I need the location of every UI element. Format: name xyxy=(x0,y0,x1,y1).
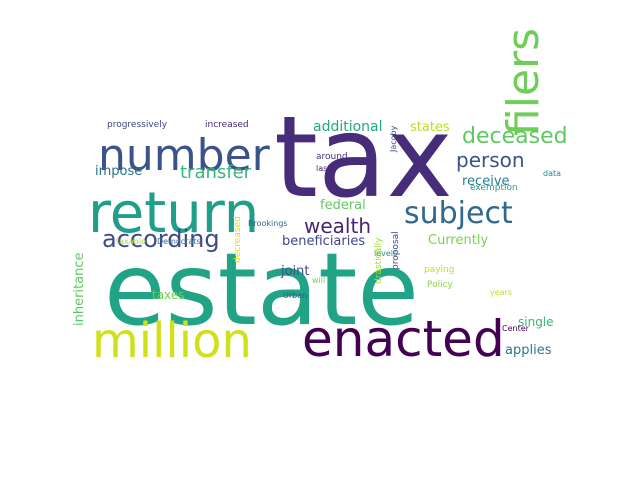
word-transfer: transfer xyxy=(180,162,252,183)
word-paying: paying xyxy=(424,265,454,275)
word-currently: Currently xyxy=(428,233,488,248)
word-increased: increased xyxy=(205,120,249,130)
word-federal: federal xyxy=(320,198,366,213)
word-years: years xyxy=(490,288,512,297)
word-joint: joint xyxy=(280,264,310,279)
word-tax: tax xyxy=(274,93,453,223)
word-data: data xyxy=(543,169,561,178)
word-beneficiaries: beneficiaries xyxy=(282,234,365,249)
word-last: last xyxy=(316,164,330,173)
word-states: states xyxy=(410,120,450,135)
word-proposal: proposal xyxy=(391,231,401,270)
word-filers: filers xyxy=(498,28,549,136)
word-impose: impose xyxy=(95,164,142,179)
word-around: around xyxy=(316,152,348,162)
word-return: return xyxy=(88,181,259,246)
word-number: number xyxy=(98,130,271,181)
word-urban: Urban xyxy=(283,291,307,300)
word-will: will xyxy=(312,276,325,285)
word-exemption: exemption xyxy=(470,183,518,193)
word-inheritance: inheritance xyxy=(72,253,87,327)
word-person: person xyxy=(456,148,525,172)
word-estate: estate xyxy=(104,231,419,348)
word-levels: levels xyxy=(374,249,397,258)
word-receive: receive xyxy=(462,174,510,189)
word-single: single xyxy=(518,315,554,329)
cloud-background xyxy=(80,110,570,372)
word-jacoby: Jacoby xyxy=(389,125,398,153)
word-wealth: wealth xyxy=(304,214,371,238)
word-enacted: enacted xyxy=(302,310,505,368)
word-decreased: decreased xyxy=(233,216,243,263)
word-applies: applies xyxy=(505,343,552,358)
word-taxable: taxable xyxy=(116,237,146,246)
word-taxes: taxes xyxy=(152,288,184,302)
word-million: million xyxy=(92,313,252,369)
word-deceased: deceased xyxy=(462,124,568,149)
word-additional: additional xyxy=(313,119,383,135)
word-brookings: Brookings xyxy=(248,219,288,228)
word-subject: subject xyxy=(404,196,513,231)
word-center: Center xyxy=(502,324,530,333)
word-progressively: progressively xyxy=(107,120,168,130)
word-drastically: drastically xyxy=(374,237,384,284)
word-policy: Policy xyxy=(427,280,454,290)
word-democrats: Democrats xyxy=(157,237,201,246)
word-according: according xyxy=(102,225,220,253)
